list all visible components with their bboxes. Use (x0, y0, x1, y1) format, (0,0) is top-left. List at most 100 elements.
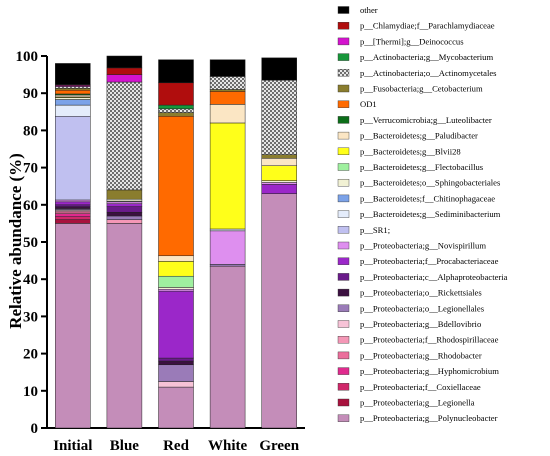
bar-segment (261, 184, 297, 194)
bar-segment (55, 211, 91, 214)
legend-swatch (337, 6, 350, 14)
legend-item: p__Proteobacteria;g__Bdellovibrio (337, 319, 481, 329)
legend-swatch (337, 84, 350, 93)
bar-segment (158, 112, 194, 117)
bar-segment (158, 82, 194, 106)
legend-swatch (337, 273, 350, 281)
legend-label: p__Verrucomicrobia;g__Luteolibacter (360, 115, 492, 125)
bar-segment (261, 79, 297, 155)
legend-swatch (337, 367, 350, 375)
y-tick-label: 60 (23, 198, 38, 214)
legend-label: other (360, 5, 378, 15)
bar-segment (209, 264, 246, 267)
bar-segment (55, 94, 91, 98)
legend-item: p__Proteobacteria;f__Coxiellaceae (337, 382, 481, 392)
y-tick-label: 20 (23, 347, 38, 363)
bar-segment (209, 89, 246, 92)
bar-segment (261, 158, 297, 166)
bar-segment (55, 213, 91, 217)
legend-label: p__Actinobacteria;o__Actinomycetales (360, 68, 497, 78)
legend-swatch (337, 336, 350, 344)
legend-item: other (337, 5, 378, 15)
legend-item: p__Bacteroidetes;g__Blvii28 (337, 146, 461, 156)
legend-label: p__Proteobacteria;g__Rhodobacter (360, 350, 482, 360)
legend-label: p__Bacteroidetes;g__Sediminibacterium (360, 209, 501, 219)
bar-segment (158, 386, 194, 429)
legend-label: p__Proteobacteria;g__Legionella (360, 398, 475, 408)
legend-item: p__SR1; (337, 225, 390, 235)
bar-segment (209, 230, 246, 265)
y-tick-label: 90 (23, 86, 38, 102)
legend-swatch (337, 100, 350, 108)
legend-item: p__Proteobacteria;g__Rhodobacter (337, 350, 482, 360)
bar-segment (209, 228, 246, 232)
legend-label: p__Proteobacteria;g__Polynucleobacter (360, 413, 498, 423)
bar-segment (158, 59, 194, 84)
bar-segment (106, 206, 143, 213)
legend-item: p__Verrucomicrobia;g__Luteolibacter (337, 115, 492, 125)
axes: 0 10 20 30 40 50 60 70 80 90 100 (16, 49, 305, 437)
legend-label: p__Proteobacteria;g__Novispirillum (360, 241, 486, 251)
legend-label: p__Proteobacteria;f__Rhodospirillaceae (360, 335, 499, 345)
y-tick-label: 50 (23, 235, 38, 251)
legend-item: p__Proteobacteria;o__Rickettsiales (337, 288, 482, 298)
legend-swatch (337, 383, 350, 391)
legend-label: p__Proteobacteria;g__Hyphomicrobium (360, 366, 499, 376)
x-category-label: White (208, 438, 248, 454)
bar-segment (209, 76, 246, 90)
bar-segment (158, 290, 194, 359)
bar-segment (158, 364, 194, 382)
legend-swatch (337, 69, 350, 77)
legend-item: p__Bacteroidetes;g__Paludibacter (337, 131, 478, 141)
bar-segment (261, 154, 297, 159)
bar-segment (158, 261, 194, 277)
legend-item: p__Proteobacteria;f__Rhodospirillaceae (337, 335, 499, 345)
legend-label: p__Bacteroidetes;f__Chitinophagaceae (360, 193, 495, 203)
legend-label: p__Bacteroidetes;g__Paludibacter (360, 131, 478, 141)
bar-segment (158, 288, 194, 292)
bar-segment (55, 116, 91, 201)
bar-segment (55, 89, 91, 95)
legend-label: p__Proteobacteria;f__Coxiellaceae (360, 382, 481, 392)
y-tick-label: 40 (23, 272, 38, 288)
legend-label: p__Proteobacteria;f__Procabacteriaceae (360, 256, 499, 266)
legend-item: p__Chlamydiae;f__Parachlamydiaceae (337, 21, 495, 31)
bar-stack-initial (55, 63, 91, 429)
legend-item: p__[Thermi];g__Deinococcus (337, 36, 464, 46)
legend-label: OD1 (360, 99, 377, 109)
bar-segment (158, 116, 194, 257)
bar-segment (158, 360, 194, 366)
bar-segment (209, 104, 246, 124)
bar-segment (261, 180, 297, 183)
legend-swatch (337, 178, 350, 187)
bar-segment (261, 182, 297, 185)
bar-stack-white (209, 59, 246, 429)
y-tick-label: 100 (16, 49, 39, 65)
bar-segment (55, 104, 91, 117)
legend-swatch (337, 116, 350, 124)
legend-item: p__Bacteroidetes;g__Sediminibacterium (337, 209, 501, 219)
legend-swatch (337, 147, 350, 156)
legend-label: p__Proteobacteria;g__Bdellovibrio (360, 319, 481, 329)
legend-label: p__Chlamydiae;f__Parachlamydiaceae (360, 21, 495, 31)
legend-swatch (337, 226, 350, 234)
legend-swatch (337, 53, 350, 61)
legend-item: p__Proteobacteria;c__Alphaproteobacteria (337, 272, 508, 282)
bar-segment (158, 255, 194, 262)
legend-swatch (337, 257, 350, 265)
legend-item: p__Proteobacteria;g__Polynucleobacter (337, 413, 498, 423)
x-category-label: Green (259, 438, 299, 454)
bar-segment (55, 63, 91, 85)
bar-segment (106, 203, 143, 207)
bar-stack-red (158, 59, 194, 429)
bars: Initial Blue Red White Green (53, 55, 300, 454)
bar-stack-blue (106, 55, 143, 429)
bar-segment (158, 381, 194, 388)
bar-segment (209, 265, 246, 429)
bar-segment (106, 55, 143, 69)
legend-label: p__SR1; (360, 225, 390, 235)
legend-swatch (337, 163, 350, 171)
bar-segment (158, 104, 194, 110)
y-tick-label: 70 (23, 161, 38, 177)
